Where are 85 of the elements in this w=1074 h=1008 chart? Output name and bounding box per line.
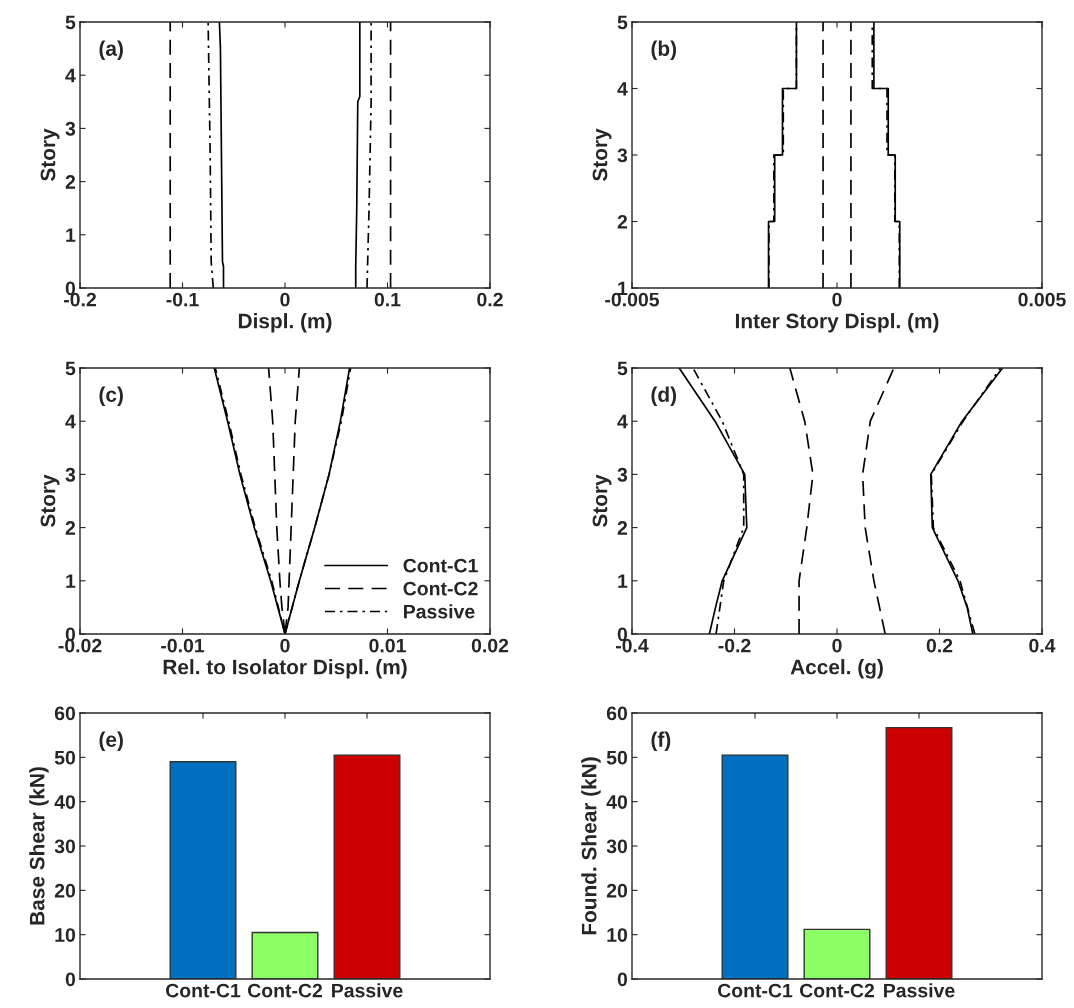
bar xyxy=(169,761,237,979)
line-series xyxy=(354,22,361,288)
y-tick-label: 1 xyxy=(618,574,628,588)
y-tick-label: 0 xyxy=(617,972,628,987)
y-tick-label: 40 xyxy=(54,795,76,809)
x-tick-label: 0 xyxy=(832,638,842,653)
annotation: (a) xyxy=(99,40,123,61)
y-tick-label: 30 xyxy=(606,839,628,854)
y-axis-title: Base Shear (kN) xyxy=(29,767,49,925)
y-tick-label: 4 xyxy=(617,414,628,429)
line-series xyxy=(789,368,814,634)
x-tick-label: 0.1 xyxy=(374,292,401,307)
y-tick-label: 2 xyxy=(617,214,628,229)
x-tick-label: Cont-C2 xyxy=(800,983,875,998)
line-series xyxy=(366,22,372,288)
y-tick-label: 40 xyxy=(606,795,628,809)
y-tick-label: 4 xyxy=(65,414,76,429)
y-axis-title: Story xyxy=(40,474,60,528)
x-tick-label: 0 xyxy=(832,292,842,307)
x-tick-label: 0 xyxy=(280,292,290,307)
x-tick-label: Passive xyxy=(332,983,403,998)
bar xyxy=(885,726,953,979)
y-tick-label: 0 xyxy=(65,972,76,987)
y-tick-label: 2 xyxy=(65,521,76,535)
annotation: (d) xyxy=(651,386,677,407)
y-tick-label: 50 xyxy=(54,750,76,765)
y-tick-label: 4 xyxy=(617,82,628,96)
annotation: (c) xyxy=(99,386,123,407)
line-series xyxy=(207,22,215,288)
line-series xyxy=(861,368,895,634)
x-tick-label: Cont-C1 xyxy=(166,983,241,998)
y-axis-title: Story xyxy=(592,128,612,182)
line-series xyxy=(218,22,225,288)
x-tick-label: 0.4 xyxy=(1029,638,1056,653)
line-series xyxy=(678,368,748,634)
legend-label: Cont-C1 xyxy=(403,558,478,573)
x-tick-label: -0.1 xyxy=(166,292,199,307)
y-axis-title: Found. Shear (kN) xyxy=(581,757,601,935)
y-tick-label: 2 xyxy=(617,521,628,535)
legend-label: Passive xyxy=(404,604,475,619)
y-tick-label: 3 xyxy=(65,121,76,136)
y-axis-title: Story xyxy=(592,474,612,528)
x-tick-label: 0.005 xyxy=(1018,292,1066,307)
x-tick-label: -0.01 xyxy=(161,638,205,653)
bar xyxy=(333,754,401,979)
annotation: (b) xyxy=(651,40,677,61)
y-tick-label: 5 xyxy=(617,15,628,30)
x-tick-label: Cont-C1 xyxy=(718,983,793,998)
y-tick-label: 30 xyxy=(54,839,76,854)
x-tick-label: Passive xyxy=(884,983,955,998)
legend-label: Cont-C2 xyxy=(403,581,478,596)
x-tick-label: 0.01 xyxy=(369,638,406,653)
text: (e) xyxy=(99,731,123,752)
y-tick-label: 2 xyxy=(65,175,76,189)
y-tick-label: 50 xyxy=(606,750,628,765)
x-axis-title: Inter Story Displ. (m) xyxy=(735,313,939,333)
y-axis-title: Story xyxy=(40,128,60,182)
x-tick-label: 0.2 xyxy=(926,638,953,653)
x-tick-label: 0.2 xyxy=(477,292,503,307)
x-tick-label: -0.2 xyxy=(718,638,751,653)
y-tick-label: 4 xyxy=(65,68,76,83)
text: (f) xyxy=(651,731,671,752)
x-tick-label: 0 xyxy=(280,638,290,653)
y-tick-label: 3 xyxy=(617,148,628,163)
y-tick-label: 10 xyxy=(55,928,76,942)
y-tick-label: 3 xyxy=(65,467,76,482)
y-tick-label: 3 xyxy=(617,467,628,482)
x-tick-label: 0.02 xyxy=(471,638,509,653)
y-tick-label: 5 xyxy=(65,15,76,30)
bar xyxy=(803,928,871,979)
y-tick-label: 1 xyxy=(66,228,76,242)
y-tick-label: 20 xyxy=(606,883,628,898)
y-tick-label: 20 xyxy=(54,883,76,898)
x-axis-title: Accel. (g) xyxy=(790,659,883,679)
y-tick-label: 5 xyxy=(65,361,76,376)
y-tick-label: 5 xyxy=(617,361,628,376)
x-tick-label: Cont-C2 xyxy=(248,983,323,998)
y-tick-label: 60 xyxy=(606,706,628,721)
y-tick-label: 60 xyxy=(54,706,76,721)
y-tick-label: 10 xyxy=(607,928,628,942)
x-axis-title: Displ. (m) xyxy=(238,313,332,333)
bar xyxy=(251,931,319,979)
y-tick-label: 1 xyxy=(66,574,76,588)
bar xyxy=(721,754,789,979)
x-axis-title: Rel. to Isolator Displ. (m) xyxy=(163,659,407,679)
